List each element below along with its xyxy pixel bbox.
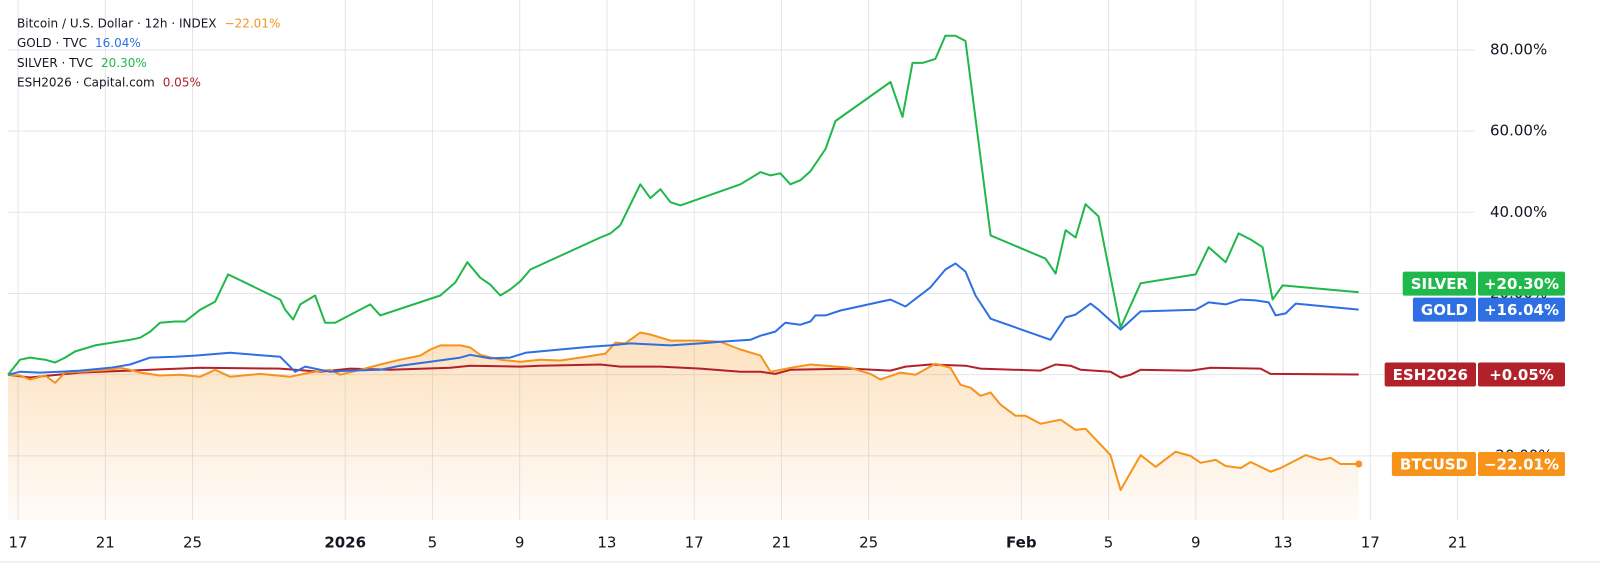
legend-change: 0.05% <box>163 76 201 90</box>
x-tick-label: 25 <box>859 534 878 552</box>
price-badge: BTCUSD −22.01% <box>1391 452 1565 477</box>
x-tick-label: 5 <box>1104 534 1114 552</box>
badge-name: GOLD <box>1421 301 1468 319</box>
badge-name: SILVER <box>1411 275 1469 293</box>
legend-change: 20.30% <box>101 56 147 70</box>
x-tick-label: 21 <box>1448 534 1467 552</box>
line <box>7 34 1359 376</box>
badge-name: ESH2026 <box>1393 366 1468 384</box>
x-tick-label: 2026 <box>324 534 366 552</box>
legend-change: −22.01% <box>225 17 281 31</box>
x-tick-label: 21 <box>96 534 115 552</box>
x-tick-label: 5 <box>428 534 438 552</box>
badge-value-box <box>1478 362 1565 387</box>
badge-name-box <box>1384 362 1476 387</box>
badge-name-box <box>1412 297 1476 322</box>
badge-value-box <box>1478 452 1565 477</box>
badges: SILVER +20.30% GOLD +16.04% ESH2026 +0.05% BTC… <box>1384 271 1565 477</box>
legend-change: 16.04% <box>95 36 141 50</box>
badge-value-box <box>1478 297 1565 322</box>
badge-value: +16.04% <box>1484 301 1559 319</box>
badge-value: +20.30% <box>1484 275 1559 293</box>
badge-value: +0.05% <box>1489 366 1554 384</box>
badge-name-box <box>1391 452 1476 477</box>
x-tick-label: Feb <box>1006 534 1037 552</box>
y-tick-label: 80.00% <box>1490 40 1547 58</box>
badge-name: BTCUSD <box>1400 456 1468 474</box>
x-tick-label: 13 <box>1274 534 1293 552</box>
x-tick-label: 9 <box>1191 534 1201 552</box>
y-tick-label: 60.00% <box>1490 122 1547 140</box>
x-tick-label: 17 <box>8 534 27 552</box>
x-tick-label: 17 <box>685 534 704 552</box>
plot <box>7 34 1363 520</box>
price-badge: GOLD +16.04% <box>1412 297 1565 322</box>
legend-label: GOLD · TVC <box>17 36 87 50</box>
legend-label: SILVER · TVC <box>17 56 93 70</box>
price-badge: SILVER +20.30% <box>1402 271 1565 296</box>
badge-name-box <box>1402 271 1476 296</box>
area <box>8 332 1359 520</box>
x-tick-label: 9 <box>515 534 525 552</box>
last-point <box>1355 460 1363 468</box>
x-tick-label: 25 <box>183 534 202 552</box>
line <box>7 331 1359 491</box>
x-tick-label: 13 <box>597 534 616 552</box>
x-tick-label: 17 <box>1361 534 1380 552</box>
badge-value: −22.01% <box>1484 456 1559 474</box>
badge-value-box <box>1478 271 1565 296</box>
price-badge: ESH2026 +0.05% <box>1384 362 1565 387</box>
line <box>7 262 1359 376</box>
legend-label: Bitcoin / U.S. Dollar · 12h · INDEX <box>17 17 217 31</box>
y-tick-label: 40.00% <box>1490 203 1547 221</box>
legend-label: ESH2026 · Capital.com <box>17 76 155 90</box>
line <box>7 363 1359 379</box>
x-tick-label: 21 <box>772 534 791 552</box>
legend: Bitcoin / U.S. Dollar · 12h · INDEX −22.0… <box>17 17 280 90</box>
